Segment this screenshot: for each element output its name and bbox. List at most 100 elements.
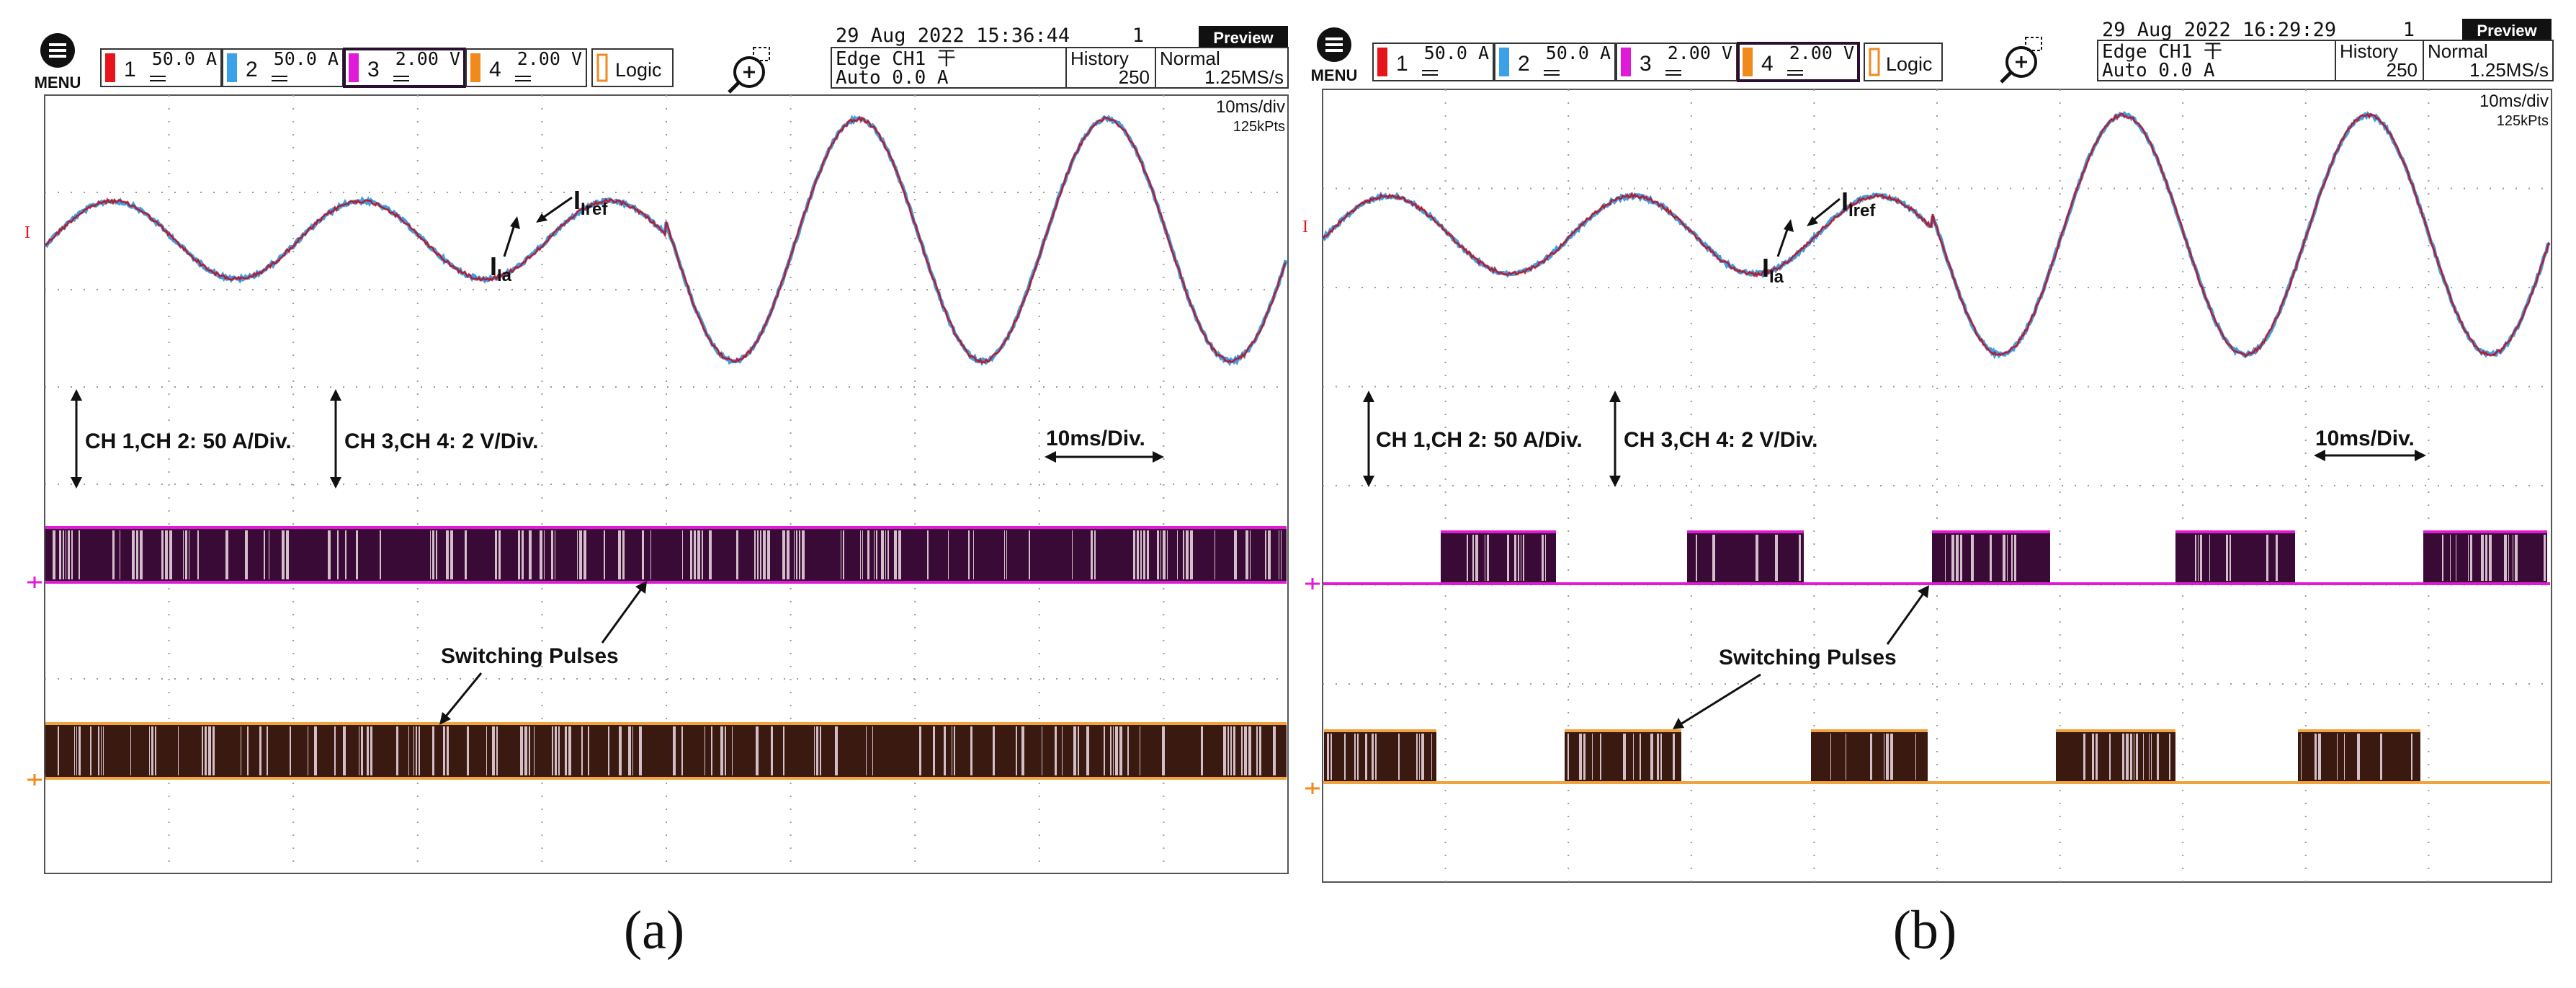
toolbar: MENU 1 50.0 A 2 50.0 A 3 2.00 V 4 2.00 V Logic … — [1311, 19, 2554, 84]
channel-1-button[interactable]: 1 50.0 A — [100, 48, 222, 87]
logic-label: Logic — [615, 59, 662, 81]
timebase: 10ms/div — [2479, 92, 2549, 111]
waveform-screen[interactable]: 10ms/div 125kPts I — [1302, 89, 2552, 883]
channel-scale: 50.0 A — [1424, 43, 1489, 63]
mode-label: Normal — [1160, 48, 1220, 69]
channel-3-button[interactable]: 3 2.00 V — [1616, 43, 1738, 81]
history-label: History — [2340, 40, 2398, 62]
logic-button[interactable]: Logic — [1864, 43, 1943, 81]
sample-rate: 1.25MS/s — [2469, 59, 2549, 81]
menu-button[interactable]: MENU — [1311, 27, 1358, 84]
channel-4-button[interactable]: 4 2.00 V — [1737, 42, 1860, 82]
trigger-box[interactable]: Edge CH1 ⼲ Auto 0.0 A — [2097, 40, 2336, 81]
ch3-switching-pulses — [1932, 530, 2050, 585]
arrow-icon — [601, 584, 645, 644]
channel-scale: 50.0 A — [274, 48, 339, 69]
caption-b: (b) — [1893, 900, 1957, 961]
menu-button[interactable]: MENU — [35, 33, 81, 92]
channel-scale: 50.0 A — [152, 48, 217, 69]
ch3-switching-pulses — [1687, 530, 1804, 585]
preview-badge[interactable]: Preview — [2462, 19, 2552, 40]
points-count: 125kPts — [2497, 113, 2549, 129]
channel-scale: 50.0 A — [1546, 43, 1611, 63]
logic-swatch-icon — [596, 53, 608, 82]
sample-rate: 1.25MS/s — [1204, 66, 1284, 88]
channel-number: 1 — [124, 58, 136, 81]
ch4-switching-pulses — [45, 722, 1287, 780]
history-box[interactable]: History 250 — [1065, 47, 1156, 89]
toolbar: MENU 1 50.0 A 2 50.0 A 3 2.00 V 4 2.00 V Logic … — [35, 25, 1289, 94]
zoom-icon — [733, 56, 765, 88]
ch3-switching-pulses — [45, 526, 1287, 584]
trigger-mode: Edge CH1 ⼲ — [836, 48, 956, 70]
menu-label: MENU — [35, 74, 81, 92]
channel-number: 2 — [246, 58, 258, 81]
date-time: 29 Aug 2022 16:29:29 — [2102, 19, 2336, 41]
caption-a: (a) — [624, 900, 684, 961]
ground-marker-ch3 — [1305, 578, 1320, 589]
ch3-switching-pulses — [1441, 530, 1556, 585]
channel-color-icon — [1743, 48, 1753, 76]
ch4-switching-pulses — [2056, 729, 2175, 784]
trigger-mode: Edge CH1 ⼲ — [2102, 41, 2222, 63]
zoom-button[interactable] — [728, 47, 770, 94]
history-label: History — [1070, 48, 1129, 69]
ground-marker-ch4 — [27, 774, 42, 785]
channel-1-button[interactable]: 1 50.0 A — [1372, 43, 1494, 81]
trigger-level: Auto 0.0 A — [2102, 60, 2215, 81]
channel-number: 4 — [1761, 52, 1774, 76]
preview-label: Preview — [1213, 29, 1274, 47]
frame-count: 1 — [2403, 19, 2415, 41]
logic-button[interactable]: Logic — [591, 48, 674, 87]
trigger-box[interactable]: Edge CH1 ⼲ Auto 0.0 A — [831, 47, 1067, 89]
ch4-switching-pulses — [2298, 729, 2420, 784]
channel-color-icon — [1377, 48, 1387, 76]
channel-color-icon — [470, 53, 480, 82]
preview-badge[interactable]: Preview — [1199, 26, 1288, 48]
channel-number: 3 — [367, 58, 380, 81]
channel-scale: 2.00 V — [1668, 43, 1732, 63]
annotations: IIref IIa CH 1,CH 2: 50 A/Div. CH 3,CH 4… — [1363, 187, 2426, 729]
channel-3-button[interactable]: 3 2.00 V — [343, 48, 466, 88]
waveform-screen[interactable]: 10ms/div 125kPts I — [24, 94, 1289, 874]
annotation-ch12: CH 1,CH 2: 50 A/Div. — [1376, 428, 1583, 452]
channel-buttons: 1 50.0 A 2 50.0 A 3 2.00 V 4 2.00 V — [100, 48, 587, 88]
ground-marker: I — [24, 223, 30, 242]
label-iref: IIref — [573, 185, 608, 219]
arrow-icon — [1886, 589, 1928, 645]
annotation-time: 10ms/Div. — [2315, 427, 2415, 450]
date-time: 29 Aug 2022 15:36:44 — [836, 25, 1070, 47]
waveforms — [1322, 111, 2551, 784]
channel-scale: 2.00 V — [395, 48, 460, 69]
channel-2-button[interactable]: 2 50.0 A — [222, 48, 344, 87]
channel-color-icon — [349, 53, 359, 82]
channel-color-icon — [105, 53, 115, 82]
points-count: 125kPts — [1233, 119, 1285, 135]
acquisition-box[interactable]: Normal 1.25MS/s — [1155, 47, 1289, 89]
history-box[interactable]: History 250 — [2335, 40, 2424, 81]
arrow-icon — [441, 672, 483, 721]
label-ia: IIa — [1762, 253, 1784, 287]
timebase: 10ms/div — [1216, 97, 1285, 117]
channel-number: 1 — [1396, 52, 1408, 76]
channel-number: 2 — [1518, 52, 1530, 76]
channel-color-icon — [227, 53, 237, 82]
ch4-switching-pulses — [1565, 729, 1681, 784]
channel-2-button[interactable]: 2 50.0 A — [1494, 43, 1616, 81]
acquisition-box[interactable]: Normal 1.25MS/s — [2423, 40, 2554, 81]
channel-number: 3 — [1640, 52, 1652, 76]
annotation-time: 10ms/Div. — [1046, 427, 1145, 450]
channel-4-button[interactable]: 4 2.00 V — [465, 48, 587, 87]
annotation-pulses: Switching Pulses — [441, 644, 619, 668]
annotation-ch34: CH 3,CH 4: 2 V/Div. — [344, 430, 539, 453]
zoom-button[interactable] — [2000, 37, 2042, 84]
history-value: 250 — [2387, 59, 2418, 81]
scope-panel-b: MENU 1 50.0 A 2 50.0 A 3 2.00 V 4 2.00 V Logic … — [1302, 19, 2554, 961]
channel-color-icon — [1499, 48, 1509, 76]
channel-color-icon — [1621, 48, 1631, 76]
frame-count: 1 — [1132, 25, 1144, 47]
ch4-switching-pulses — [1811, 729, 1928, 784]
ch3-switching-pulses — [2423, 530, 2547, 585]
channel-scale: 2.00 V — [517, 48, 582, 69]
annotation-pulses: Switching Pulses — [1719, 646, 1897, 669]
